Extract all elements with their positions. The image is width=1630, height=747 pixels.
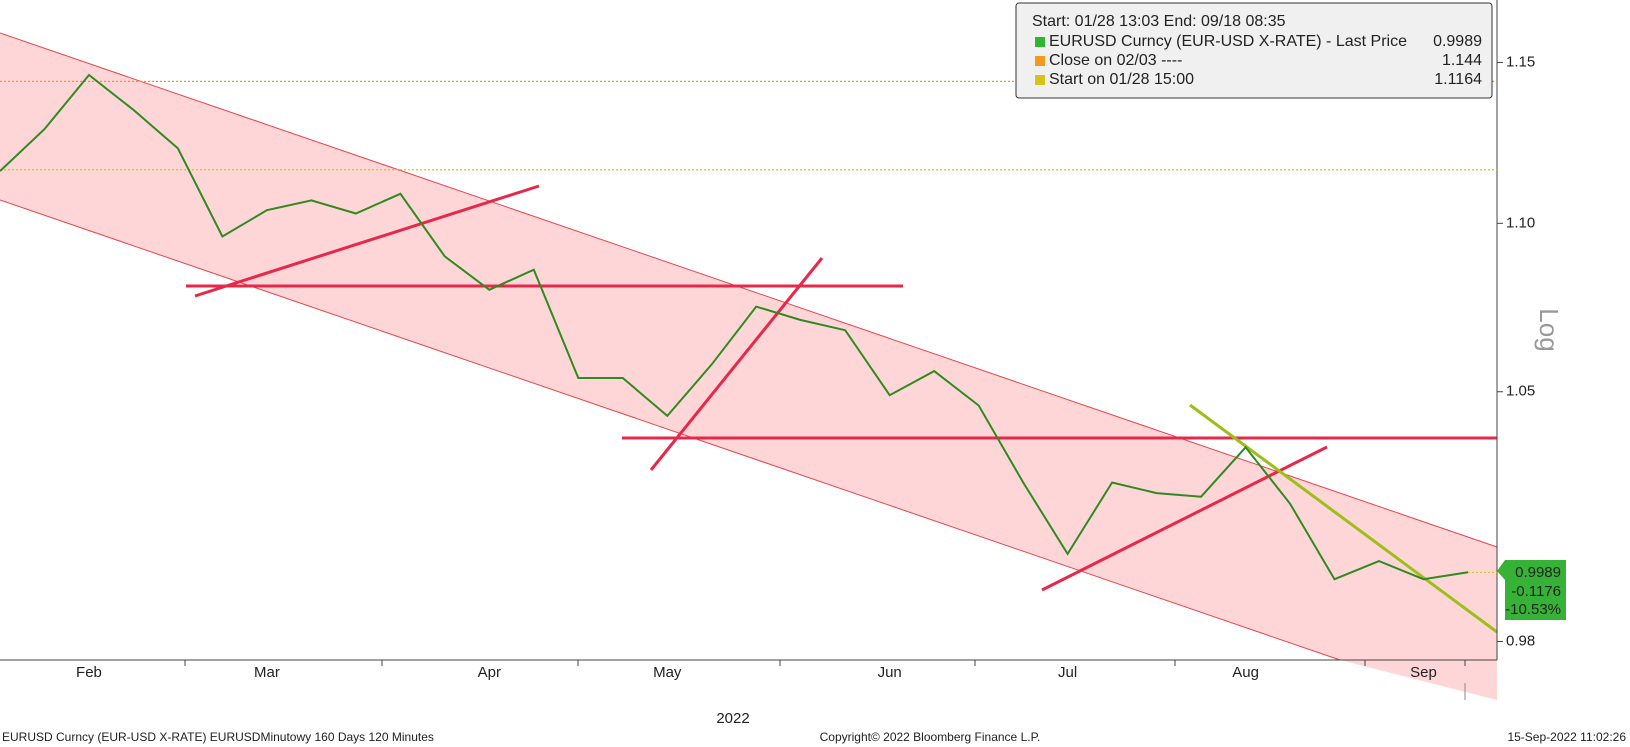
x-tick-label: Jun [878,664,902,681]
y-tick-label: 1.05 [1506,383,1535,400]
x-tick-label: Mar [254,664,280,681]
legend-swatch [1035,56,1045,66]
last-change: -0.1176 [1511,583,1561,600]
last-change-pct: -10.53% [1505,601,1561,618]
footer-right: 15-Sep-2022 11:02:26 [1507,730,1626,744]
x-tick-label: Jul [1058,664,1077,681]
legend-value: 1.144 [1442,52,1482,69]
y-tick-label: 1.15 [1506,53,1535,70]
month-ticks [184,660,1466,666]
x-tick-label: Sep [1410,664,1437,681]
trend-lines [186,184,1497,592]
x-tick-label: Aug [1232,664,1259,681]
legend-value: 1.1164 [1434,71,1482,88]
last-price-box [1497,560,1566,620]
channel [0,33,1497,700]
legend-box [1015,2,1493,99]
x-tick-label: May [653,664,682,681]
legend-swatch [1035,75,1045,85]
y-axis-label: Log [1534,308,1564,351]
last-price: 0.9989 [1515,564,1561,581]
footer-center: Copyright© 2022 Bloomberg Finance L.P. [820,730,1041,744]
legend-swatch [1035,37,1045,47]
legend-name: EURUSD Curncy (EUR-USD X-RATE) - Last Pr… [1049,33,1407,50]
x-axis-label: 2022 [716,710,749,727]
trend-line-green [1189,403,1498,634]
x-tick-label: Apr [478,664,501,681]
channel-top [0,32,1498,548]
legend-name: Close on 02/03 ---- [1049,52,1182,69]
footer-left: EURUSD Curncy (EUR-USD X-RATE) EURUSDMin… [2,730,434,744]
price-line [0,73,1469,581]
legend-name: Start on 01/28 15:00 [1049,71,1194,88]
channel-bottom [0,199,1341,661]
legend-title: Start: 01/28 13:03 End: 09/18 08:35 [1032,13,1286,30]
plot: 0.98 1.05 1.10 1.15 Feb Mar Apr May Jun Jul Aug Sep [0,53,1535,681]
x-tick-label: Feb [76,664,102,681]
y-tick-label: 1.10 [1506,214,1535,231]
legend-value: 0.9989 [1433,33,1482,50]
y-tick-label: 0.98 [1506,632,1535,649]
